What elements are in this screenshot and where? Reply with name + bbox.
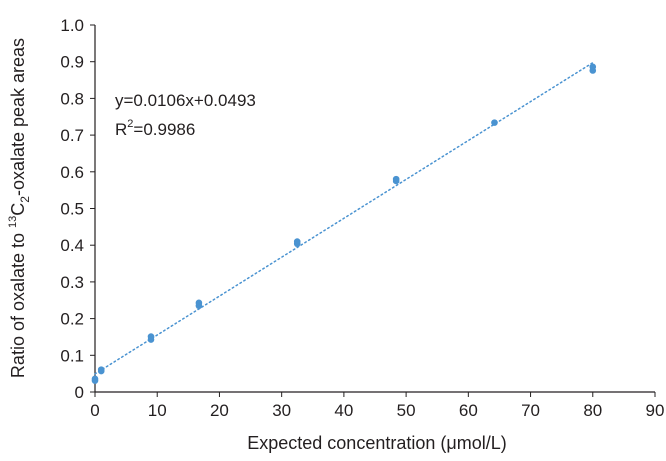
data-point [491,119,498,126]
y-tick-label: 0.8 [60,89,84,108]
data-point [293,238,301,245]
r-squared-superscript: 2 [127,118,133,130]
y-tick-label: 0.2 [60,310,84,329]
y-axis-ticks: 0 0.1 0.2 0.3 0.4 0.5 0.6 0.7 0.8 0.9 1.0 [60,16,95,402]
y-tick-label: 0.4 [60,236,84,255]
x-tick-label: 80 [583,401,602,420]
y-axis-title-prefix: Ratio of oxalate to [8,228,28,378]
data-point [147,333,155,340]
y-tick-label: 0.3 [60,273,84,292]
y-tick-label: 0.1 [60,346,84,365]
y-tick-label: 0.5 [60,200,84,219]
x-tick-label: 20 [210,401,229,420]
y-axis-title-suffix: -oxalate peak areas [8,38,28,196]
y-axis-title-element: C [8,203,28,216]
x-tick-label: 60 [459,401,478,420]
x-axis-ticks: 0 10 20 30 40 50 60 70 80 90 [90,392,664,420]
x-tick-label: 30 [272,401,291,420]
x-tick-label: 90 [646,401,665,420]
x-tick-label: 10 [148,401,167,420]
data-point [91,375,99,383]
y-tick-label: 1.0 [60,16,84,35]
x-tick-label: 70 [521,401,540,420]
y-axis-title-superscript: 13 [7,216,19,228]
data-point [97,366,105,373]
r-squared-base: R [115,120,127,139]
data-point [195,299,203,307]
data-point [589,63,597,71]
y-tick-label: 0.9 [60,53,84,72]
axes [94,25,655,393]
x-tick-label: 50 [397,401,416,420]
y-axis-title-subscript: 2 [18,196,32,203]
r-squared-value: =0.9986 [133,120,195,139]
y-tick-label: 0.6 [60,163,84,182]
data-points [91,63,597,384]
x-tick-label: 0 [90,401,99,420]
x-tick-label: 40 [334,401,353,420]
y-tick-label: 0.7 [60,126,84,145]
y-tick-label: 0 [75,383,84,402]
trendline [94,61,594,375]
r-squared-label: R2=0.9986 [115,118,195,139]
regression-equation: y=0.0106x+0.0493 [115,91,256,110]
x-axis-title: Expected concentration (μmol/L) [247,433,507,453]
y-axis-title: Ratio of oxalate to 13C2-oxalate peak ar… [7,38,32,378]
data-point [392,175,400,183]
